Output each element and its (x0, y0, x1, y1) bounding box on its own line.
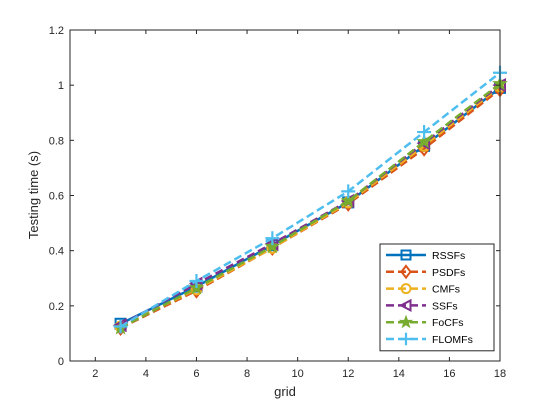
legend: RSSFs PSDFs CMFs SSFs FoCFs FLOMFs (379, 243, 495, 352)
y-tick-label: 0.2 (49, 301, 64, 313)
data-point-flomfs (113, 319, 128, 334)
legend-entry-psdfs: PSDFs (386, 264, 465, 280)
legend-marker (398, 298, 412, 313)
axes-layer: 2 4 6 8 10 12 14 16 18 0 0.2 0.4 0.6 0.8 1 1.2 (49, 25, 506, 380)
y-tick-label: 0.4 (49, 246, 64, 258)
legend-label: SSFs (432, 300, 458, 312)
x-tick-label: 14 (393, 368, 405, 380)
x-tick-label: 6 (193, 368, 199, 380)
legend-marker (400, 283, 412, 295)
legend-marker (400, 264, 412, 280)
data-point-focfs (264, 238, 281, 254)
legend-box (379, 243, 495, 352)
data-point-flomfs (417, 125, 432, 140)
x-axis-label: grid (274, 384, 296, 399)
data-point-flomfs (341, 184, 356, 199)
series-layer (112, 65, 508, 337)
legend-label: CMFs (432, 284, 460, 296)
legend-marker (399, 332, 413, 346)
y-tick-label: 0.6 (49, 191, 64, 203)
data-point-flomfs (265, 231, 280, 246)
x-tick-label: 10 (292, 368, 304, 380)
y-tick-label: 1.2 (49, 25, 64, 37)
legend-marker (398, 314, 414, 329)
legend-entry-flomfs: FLOMFs (386, 332, 473, 346)
y-tick-label: 0.8 (49, 135, 64, 147)
x-tick-label: 12 (342, 368, 354, 380)
y-tick-label: 0 (58, 356, 64, 368)
series-line-ssfs (119, 84, 501, 327)
legend-entry-cmfs: CMFs (386, 283, 460, 296)
x-tick-label: 2 (92, 368, 98, 380)
legend-marker (400, 249, 412, 261)
x-tick-label: 16 (443, 368, 455, 380)
legend-entry-ssfs: SSFs (386, 298, 458, 313)
legend-label: PSDFs (432, 267, 465, 279)
x-tick-label: 4 (143, 368, 149, 380)
y-tick-label: 1 (58, 80, 64, 92)
legend-label: RSSFs (432, 250, 465, 262)
data-point-focfs (340, 192, 357, 208)
y-axis-label: Testing time (s) (26, 151, 41, 239)
data-point-flomfs (189, 274, 204, 289)
series-line-flomfs (119, 71, 501, 328)
series-flomfs (113, 65, 507, 334)
x-tick-label: 8 (244, 368, 250, 380)
x-tick-label: 18 (494, 368, 506, 380)
legend-label: FLOMFs (432, 334, 473, 346)
legend-label: FoCFs (432, 317, 464, 329)
data-point-focfs (416, 133, 432, 149)
series-line-focfs (120, 82, 501, 330)
legend-entry-rssfs: RSSFs (386, 249, 465, 262)
legend-entry-focfs: FoCFs (386, 314, 464, 329)
